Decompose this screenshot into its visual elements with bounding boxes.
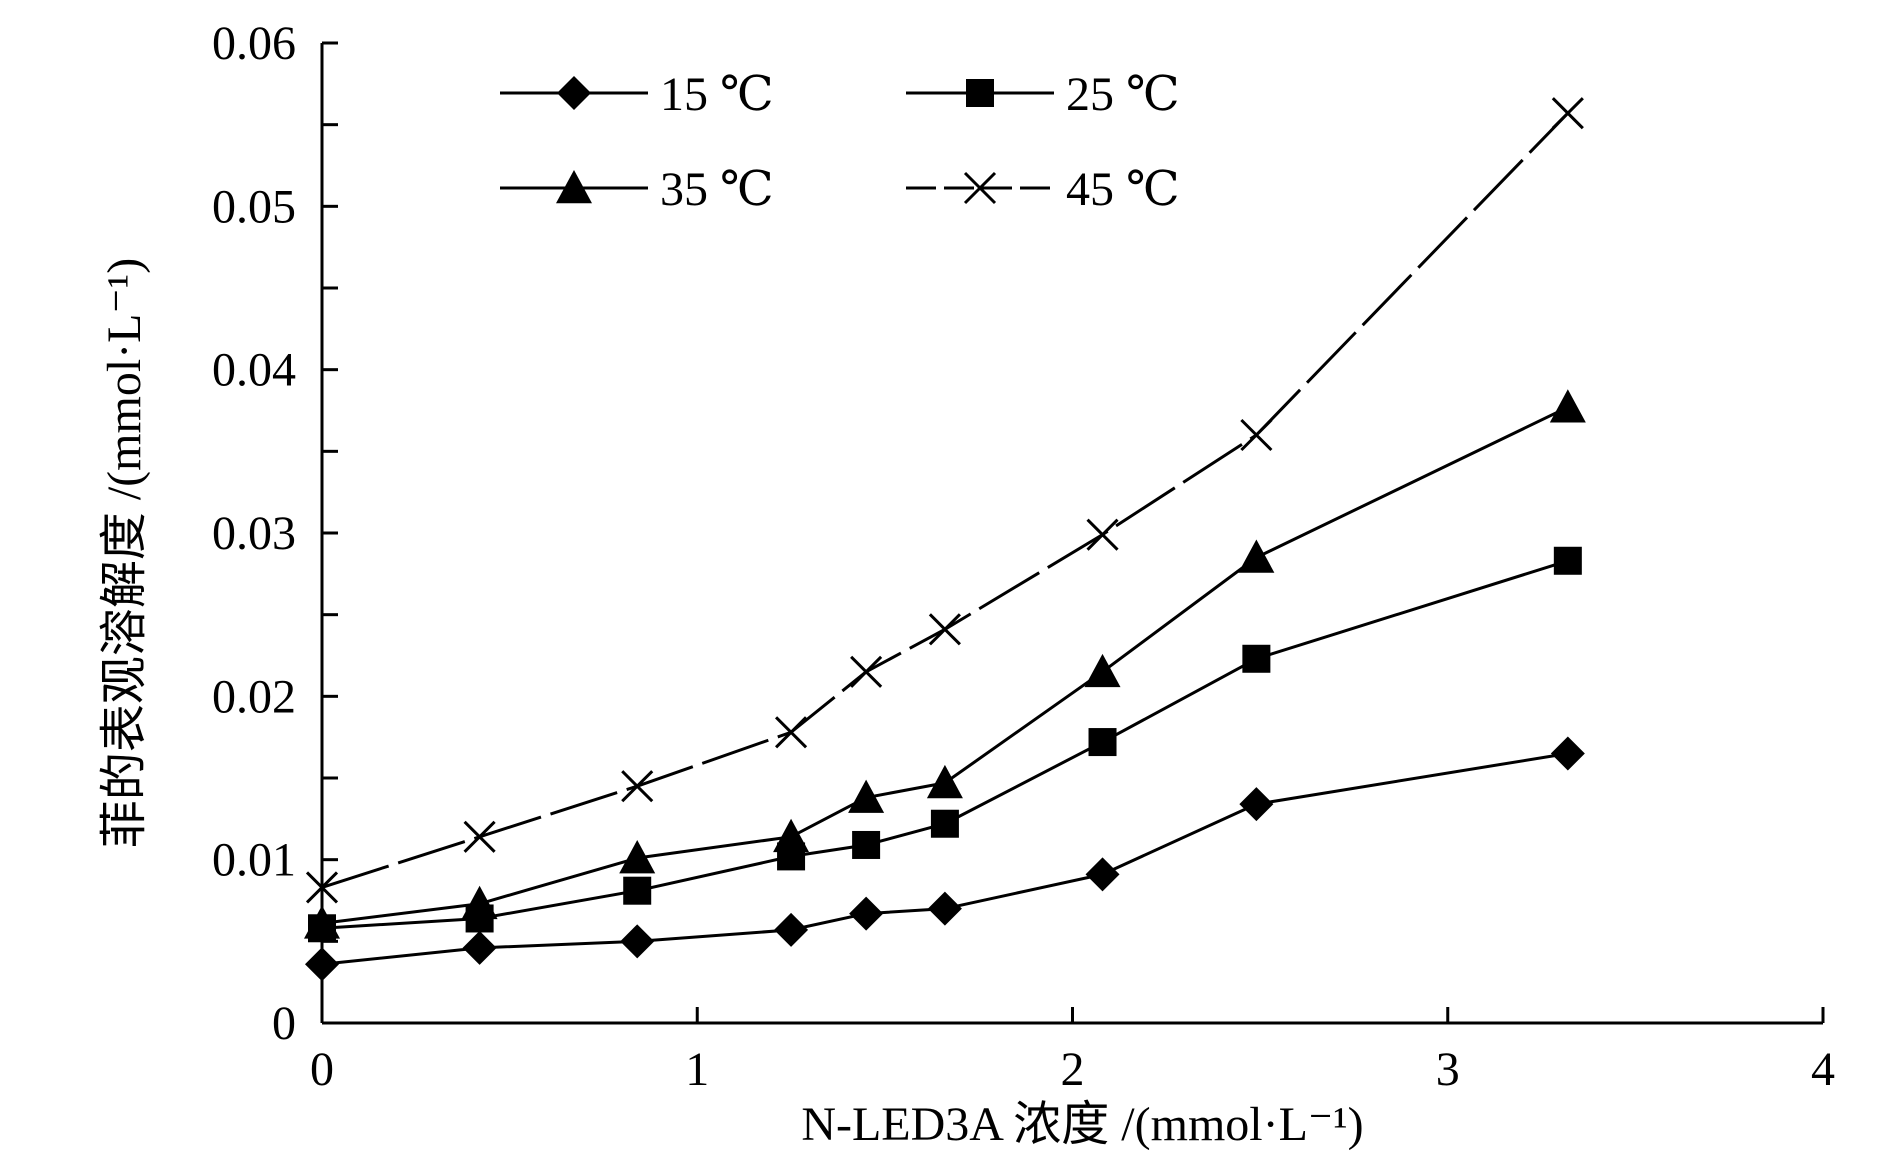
series-layer	[304, 97, 1586, 982]
data-point	[623, 876, 652, 905]
legend: 15 ℃ 25 ℃ 35 ℃ 45 ℃	[500, 68, 1180, 216]
axes: 0 0.01 0.02 0.03 0.04 0.05 0.06 0 1 2 3 4	[212, 17, 1835, 1096]
data-point	[930, 809, 959, 838]
data-point	[1088, 728, 1117, 757]
legend-marker	[556, 170, 592, 204]
y-tick-label: 0.03	[212, 507, 296, 560]
data-point	[852, 830, 881, 859]
y-tick-label: 0.05	[212, 180, 296, 233]
data-point	[304, 905, 340, 939]
legend-item: 15 ℃	[500, 68, 774, 121]
data-point	[927, 891, 962, 926]
x-axis-title: N-LED3A 浓度 /(mmol·L⁻¹)	[801, 1098, 1363, 1151]
x-marker-stroke	[850, 655, 883, 688]
data-point	[928, 613, 961, 646]
data-point	[462, 930, 497, 965]
data-point	[620, 924, 655, 959]
data-point	[1551, 97, 1584, 130]
data-point	[926, 764, 963, 799]
y-axis-title: 菲的表观溶解度 /(mmol·L⁻¹)	[98, 258, 151, 848]
legend-label: 35 ℃	[660, 163, 774, 216]
x-marker-stroke	[1086, 518, 1119, 551]
x-marker-stroke	[775, 716, 808, 749]
data-point	[849, 896, 884, 931]
data-point	[461, 885, 498, 920]
data-point	[1550, 736, 1585, 771]
x-marker-stroke	[1551, 97, 1584, 130]
series-1	[305, 736, 1585, 982]
x-marker-stroke	[305, 871, 339, 904]
legend-label: 15 ℃	[660, 68, 774, 121]
data-point	[1240, 418, 1273, 452]
legend-marker	[557, 76, 591, 110]
data-point	[774, 912, 809, 947]
data-point	[773, 818, 810, 853]
data-point	[1238, 539, 1275, 573]
data-point	[775, 716, 808, 749]
legend-marker	[966, 79, 994, 107]
data-point	[1553, 546, 1582, 575]
legend-label: 45 ℃	[1066, 163, 1180, 216]
data-point	[305, 947, 339, 982]
series-line	[321, 559, 1569, 930]
x-marker-stroke	[963, 171, 997, 205]
x-tick-label: 0	[310, 1043, 334, 1096]
x-tick-label: 4	[1811, 1043, 1835, 1096]
x-tick-label: 3	[1436, 1043, 1460, 1096]
data-point	[1242, 644, 1271, 673]
y-tick-label: 0.01	[212, 834, 296, 887]
legend-item: 45 ℃	[906, 163, 1180, 216]
data-point	[305, 871, 339, 904]
legend-item: 35 ℃	[500, 163, 774, 216]
x-marker-stroke	[928, 613, 961, 646]
y-tick-label: 0.04	[212, 344, 296, 397]
legend-item: 25 ℃	[906, 68, 1180, 121]
data-point	[1549, 389, 1586, 423]
data-point	[1084, 653, 1121, 688]
x-marker-stroke	[463, 820, 496, 853]
x-tick-label: 1	[685, 1043, 709, 1096]
data-point	[848, 779, 885, 813]
x-tick-label: 2	[1061, 1043, 1085, 1096]
legend-label: 25 ℃	[1066, 68, 1180, 121]
series-3	[304, 389, 1586, 939]
legend-marker	[963, 171, 997, 205]
y-tick-label: 0.06	[212, 17, 296, 70]
series-2	[308, 546, 1582, 943]
data-point	[1086, 518, 1119, 551]
series-line	[321, 405, 1569, 925]
data-point	[621, 770, 654, 803]
data-point	[1239, 787, 1274, 822]
x-marker-stroke	[621, 770, 654, 803]
series-4	[305, 97, 1584, 904]
y-tick-label: 0	[272, 997, 296, 1050]
x-marker-stroke	[1240, 418, 1273, 452]
data-point	[850, 655, 883, 688]
data-point	[463, 820, 496, 853]
data-point	[619, 840, 656, 874]
y-tick-label: 0.02	[212, 670, 296, 723]
data-point	[1085, 857, 1120, 892]
